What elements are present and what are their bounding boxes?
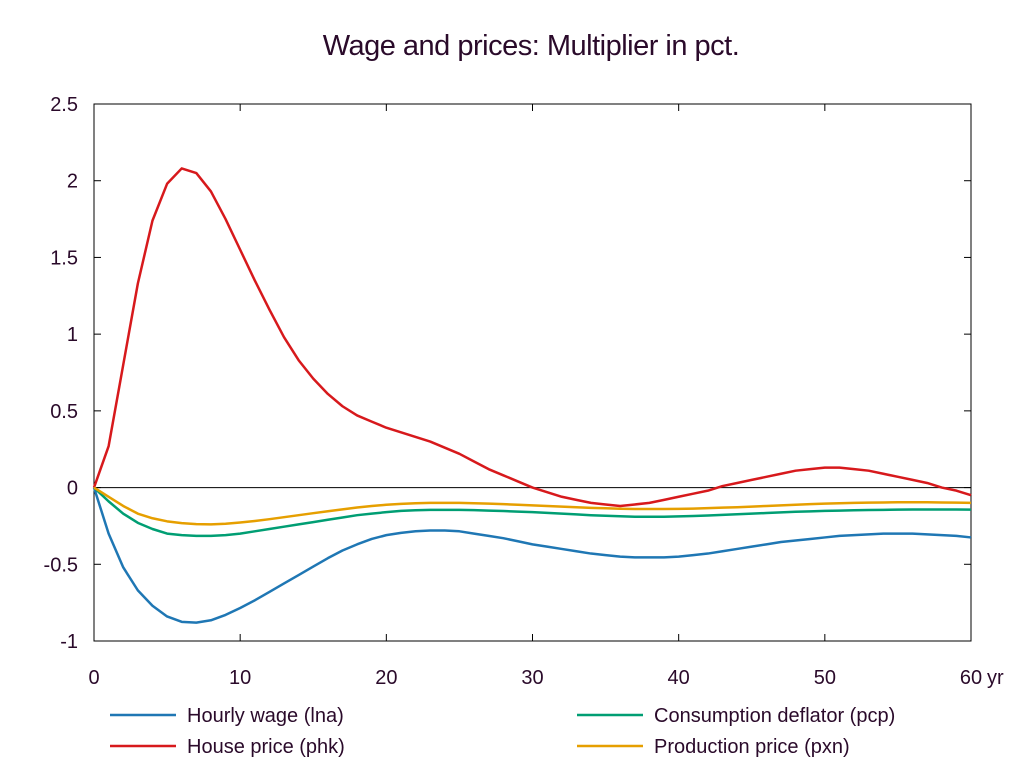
legend: Hourly wage (lna) House price (phk) Consum… <box>110 705 895 758</box>
series-line-production-price-pxn <box>93 486 972 526</box>
legend-label-hourly-wage-lna: Hourly wage (lna) <box>187 705 344 727</box>
y-tick-label: -0.5 <box>44 554 78 576</box>
y-tick-label: 1.5 <box>50 247 78 269</box>
series-layer <box>92 167 972 624</box>
x-tick-label: 60 <box>960 667 982 689</box>
x-tick-label: 50 <box>814 667 836 689</box>
y-tick-label: 2.5 <box>50 94 78 116</box>
x-tick-label: 40 <box>668 667 690 689</box>
y-tick-label: 1 <box>67 324 78 346</box>
legend-label-house-price-phk: House price (phk) <box>187 736 345 758</box>
y-tick-label: 2 <box>67 171 78 193</box>
series-line-consumption-deflator-pcp <box>93 486 972 538</box>
x-unit-label: yr <box>987 667 1004 689</box>
x-tick-label: 0 <box>88 667 99 689</box>
y-tick-label: 0 <box>67 478 78 500</box>
y-tick-label: -1 <box>60 631 78 653</box>
series-line-house-price-phk <box>92 167 972 508</box>
x-tick-label: 20 <box>375 667 397 689</box>
x-tick-label: 10 <box>229 667 251 689</box>
x-tick-label: 30 <box>521 667 543 689</box>
series-line-hourly-wage-lna <box>92 487 972 624</box>
y-tick-label: 0.5 <box>50 401 78 423</box>
axes-layer: 2.5 2 1.5 1 0.5 0 -0.5 -1 0 10 20 30 40 50 60 yr <box>44 94 1004 689</box>
chart-title: Wage and prices: Multiplier in pct. <box>322 30 740 62</box>
legend-label-consumption-deflator-pcp: Consumption deflator (pcp) <box>654 705 895 727</box>
legend-label-production-price-pxn: Production price (pxn) <box>654 736 850 758</box>
plot-frame <box>93 103 972 642</box>
